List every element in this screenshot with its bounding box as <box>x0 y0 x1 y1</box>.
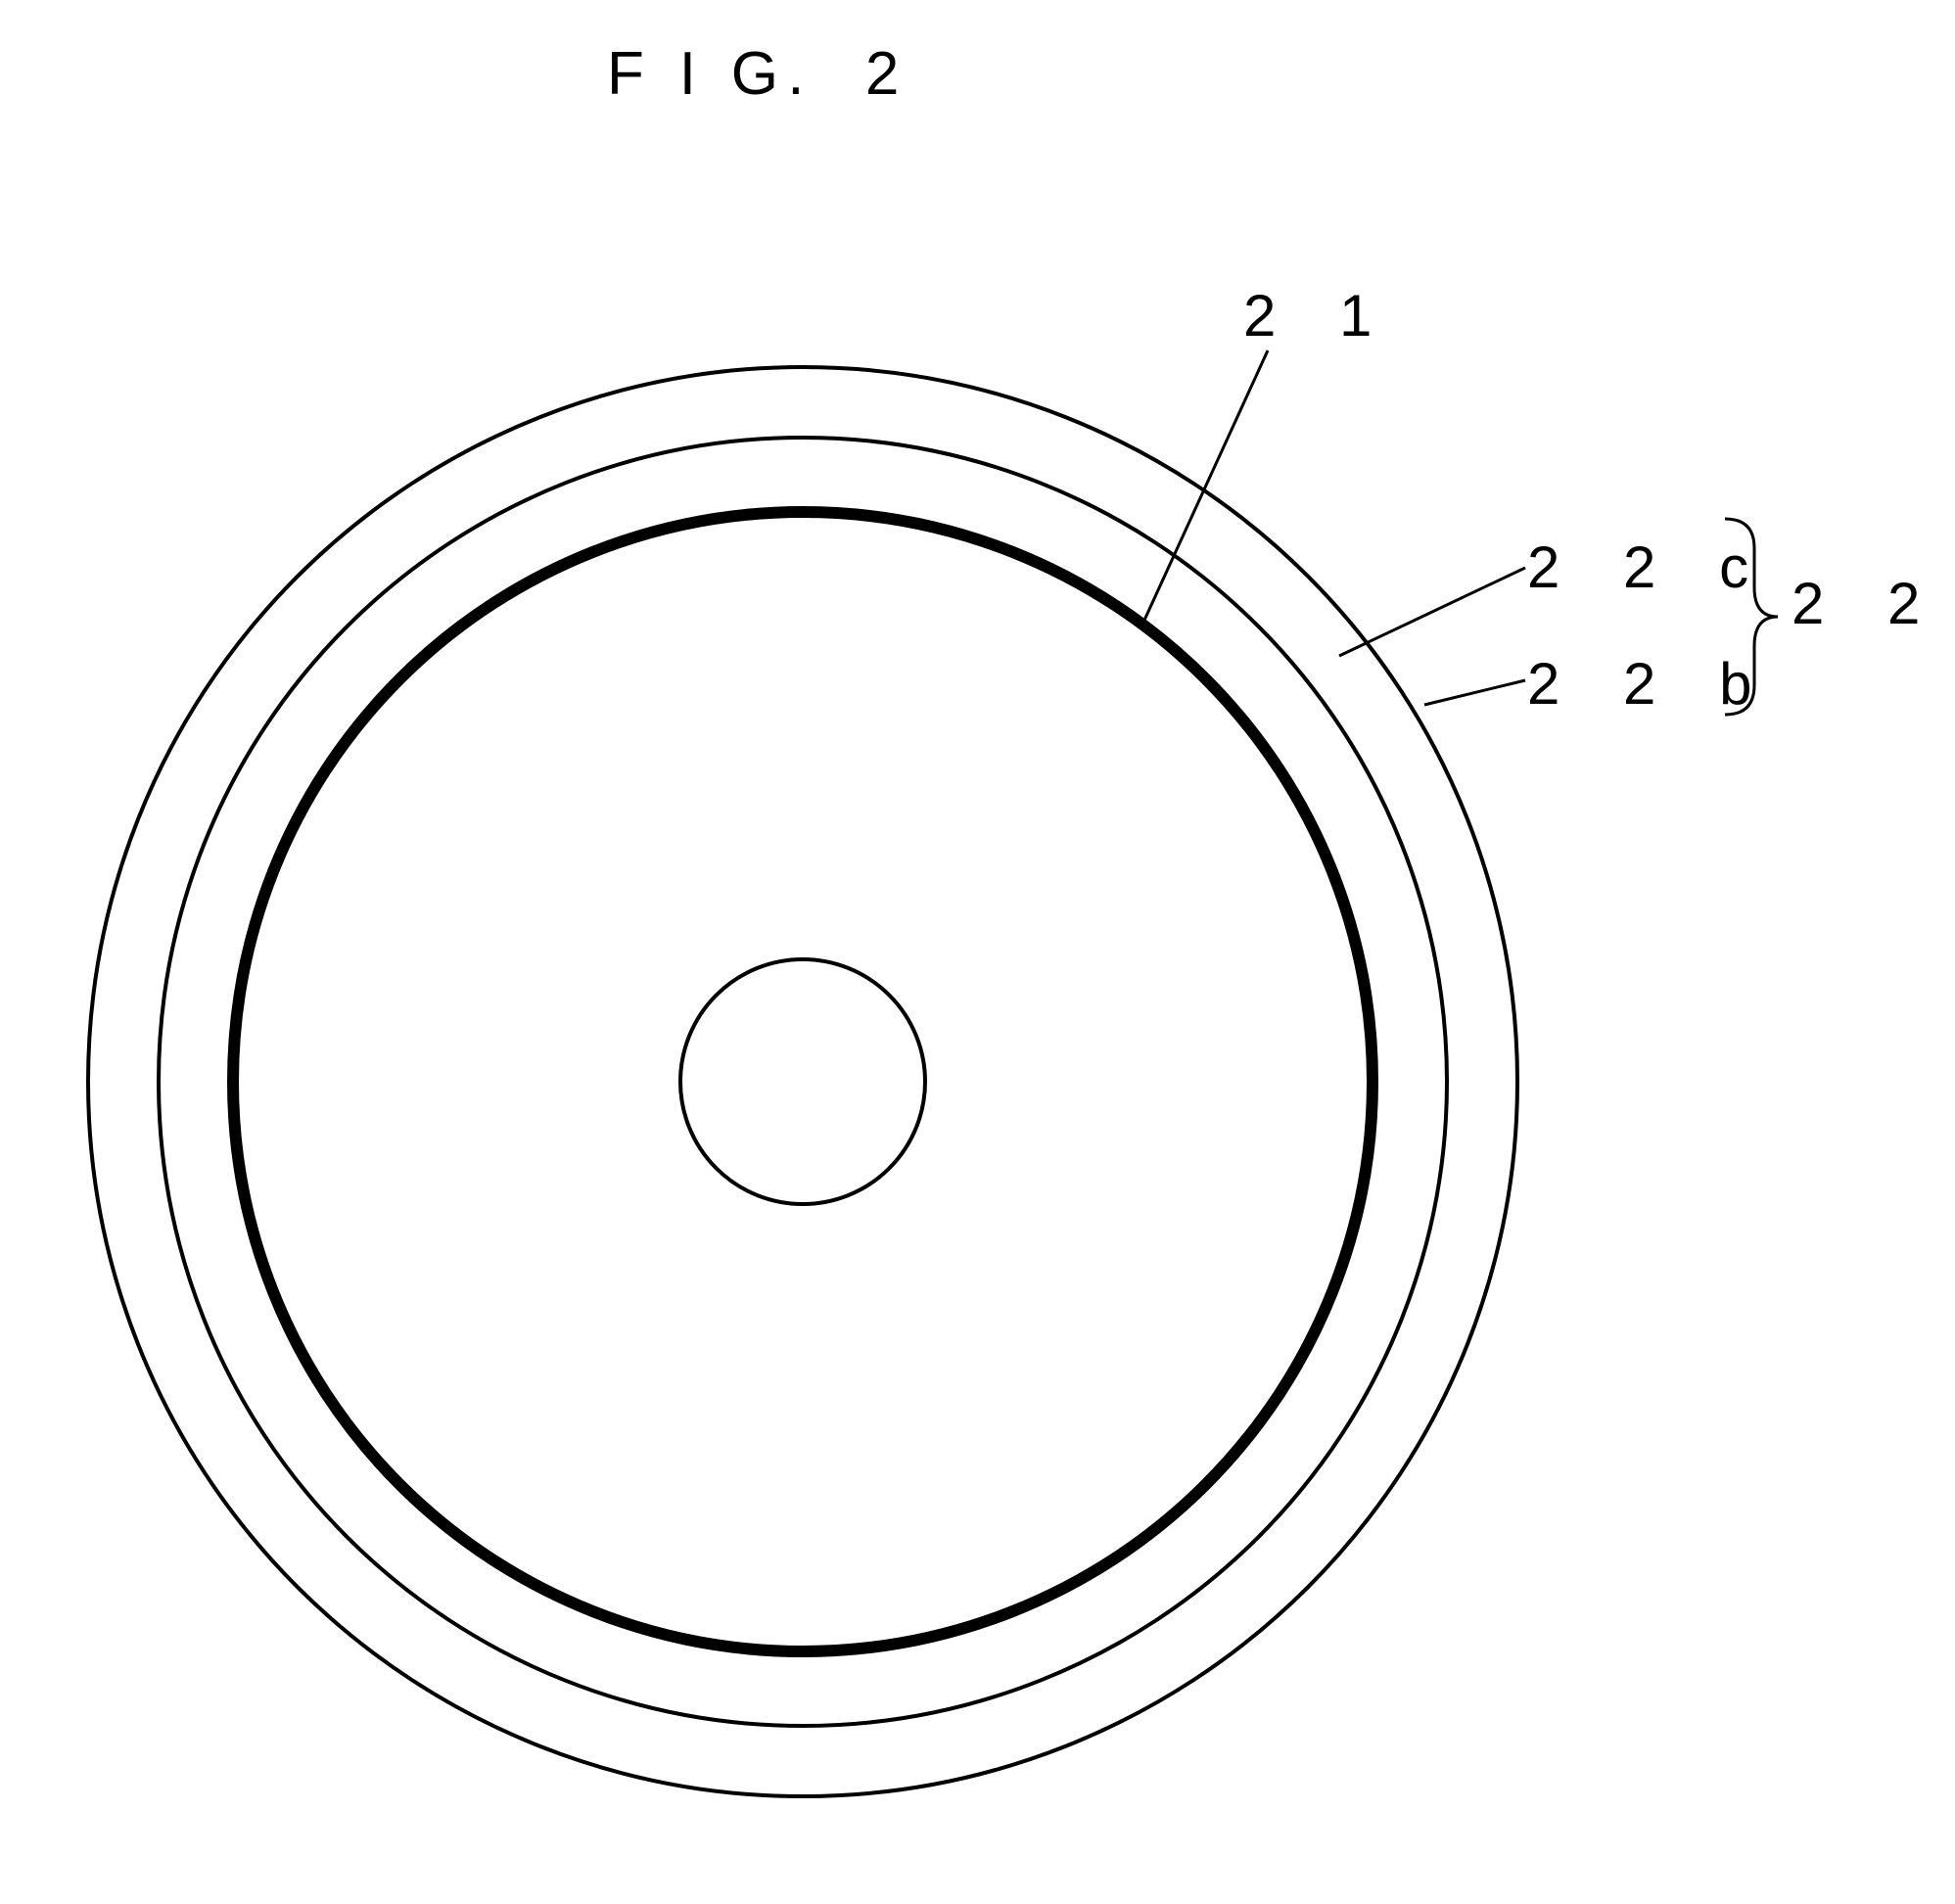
figure-title: F I G. 2 <box>607 39 908 109</box>
diagram-stage: F I G. 2 2 1 2 2 c 2 2 b 2 2 <box>0 0 1955 1904</box>
label-22b: 2 2 b <box>1527 650 1775 718</box>
label-22c: 2 2 c <box>1527 534 1772 601</box>
label-21: 2 1 <box>1243 282 1395 349</box>
label-22: 2 2 <box>1792 570 1943 637</box>
diagram-svg <box>0 0 1955 1904</box>
